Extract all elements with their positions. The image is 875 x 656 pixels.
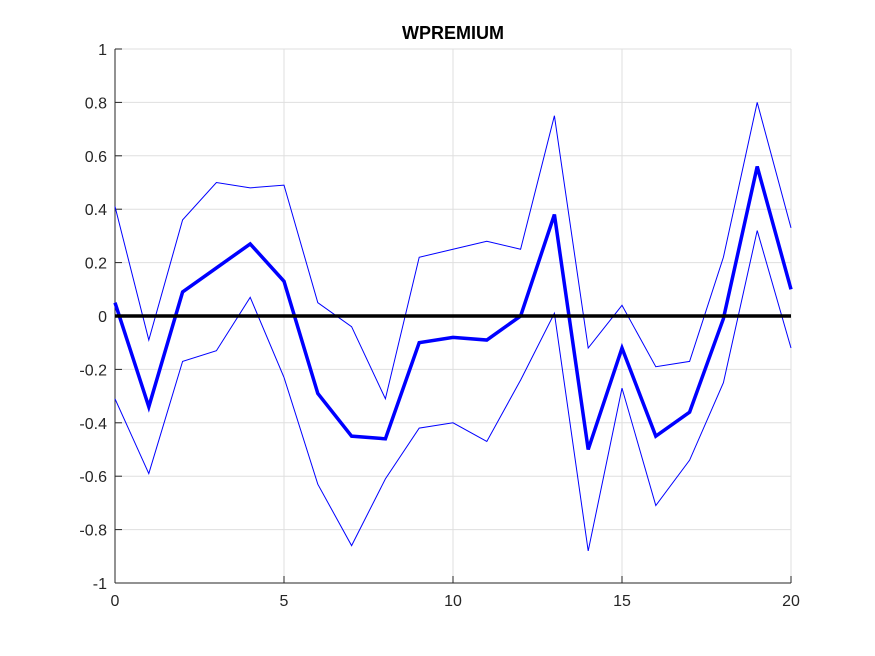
- y-tick-label: 0.2: [85, 256, 107, 273]
- series-estimate-line: [113, 166, 793, 451]
- y-tick-label: 1: [98, 42, 107, 59]
- series-group: [113, 102, 793, 552]
- x-tick-label: 10: [444, 593, 462, 610]
- y-tick-label: -0.2: [79, 362, 107, 379]
- tick-labels: 0 5 10 15 20 -1 -0.8 -0.6 -0.4 -0.2 0 0.2 0.4 0.6 0.8 1: [79, 42, 800, 610]
- x-tick-label: 5: [280, 593, 289, 610]
- x-tick-label: 0: [111, 593, 120, 610]
- series-upper-band-line: [114, 102, 792, 401]
- y-tick-label: 0.8: [85, 95, 107, 112]
- y-tick-label: -1: [93, 576, 107, 593]
- y-tick-label: 0.6: [85, 149, 107, 166]
- x-tick-label: 15: [613, 593, 631, 610]
- y-tick-label: -0.4: [79, 416, 107, 433]
- x-tick-label: 20: [782, 593, 800, 610]
- y-tick-label: 0.4: [85, 202, 107, 219]
- y-tick-label: -0.8: [79, 523, 107, 540]
- series-lower-band-line: [114, 230, 792, 552]
- chart-title: WPREMIUM: [402, 23, 504, 43]
- y-tick-label: 0: [98, 309, 107, 326]
- y-tick-label: -0.6: [79, 469, 107, 486]
